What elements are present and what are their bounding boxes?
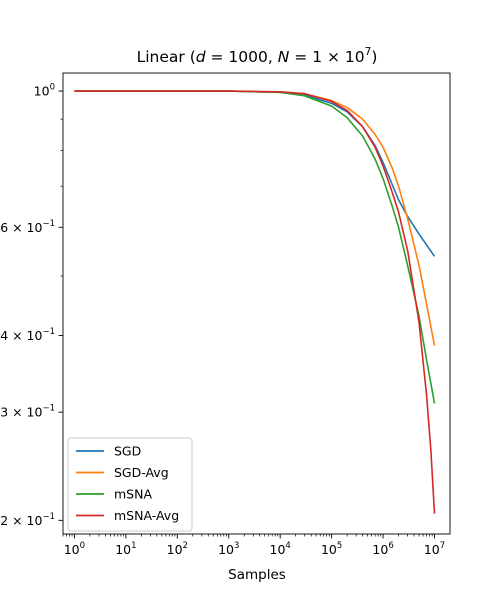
- series-line-msna: [74, 90, 436, 404]
- y-tick-label-1: 6 × 10−1: [0, 219, 55, 235]
- title-n-exp: 7: [365, 46, 372, 58]
- title-n-eq: = 1 × 10: [289, 48, 364, 66]
- x-tick-label-5: 105: [321, 541, 342, 557]
- y-tick-label-3: 3 × 10−1: [0, 404, 55, 420]
- chart-title: Linear (d = 1000, N = 1 × 107): [137, 46, 378, 66]
- legend-label-sgd-avg: SGD-Avg: [114, 465, 169, 480]
- title-suffix: ): [371, 48, 377, 66]
- legend-box: [67, 437, 193, 532]
- legend-label-msna-avg: mSNA-Avg: [114, 508, 179, 523]
- series-line-msna-avg: [74, 90, 436, 514]
- series-line-sgd-avg: [74, 90, 436, 346]
- x-tick-label-2: 102: [167, 541, 188, 557]
- legend-label-msna: mSNA: [114, 487, 152, 502]
- title-prefix: Linear (: [137, 48, 196, 66]
- legend-label-sgd: SGD: [114, 444, 141, 459]
- x-tick-label-7: 107: [424, 541, 445, 557]
- x-tick-label-4: 104: [270, 541, 291, 557]
- legend: SGD SGD-Avg mSNA mSNA-Avg: [67, 437, 193, 532]
- x-tick-label-3: 103: [218, 541, 239, 557]
- x-axis-label: Samples: [228, 567, 286, 583]
- y-tick-label-4: 2 × 10−1: [0, 512, 55, 528]
- title-d-var: d: [196, 48, 206, 66]
- axes-layer: 100 101 102 103 104 105 106 107 100 6 × 10−1 4 × 1…: [0, 72, 451, 557]
- x-tick-label-0: 100: [64, 541, 85, 557]
- x-tick-label-1: 101: [115, 541, 136, 557]
- plot-frame: [62, 72, 451, 535]
- title-d-eq: = 1000,: [206, 48, 278, 66]
- y-tick-label-2: 4 × 10−1: [0, 327, 55, 343]
- y-tick-label-0: 100: [34, 83, 55, 99]
- x-tick-label-6: 106: [372, 541, 393, 557]
- title-n-var: N: [278, 48, 290, 66]
- series-layer: [74, 90, 436, 514]
